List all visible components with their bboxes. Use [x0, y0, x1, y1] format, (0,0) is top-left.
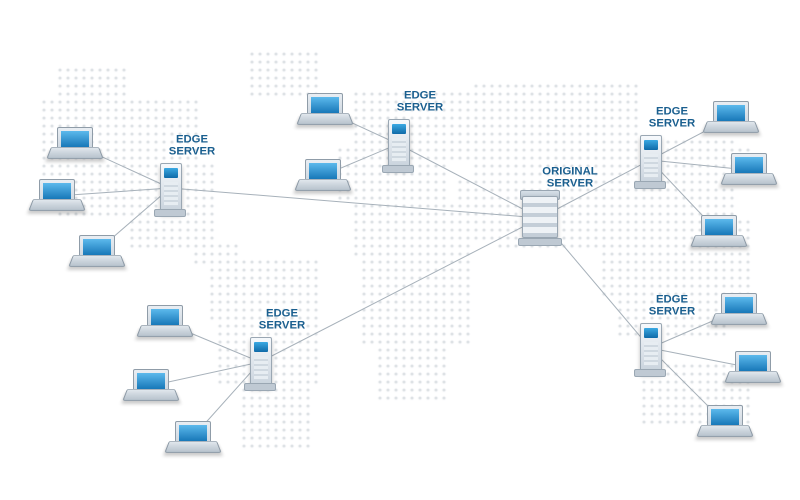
cdn-network-diagram: ORIGINAL SERVEREDGE SERVEREDGE SERVEREDG… — [0, 0, 800, 500]
world-map-dotted-background — [0, 0, 800, 500]
